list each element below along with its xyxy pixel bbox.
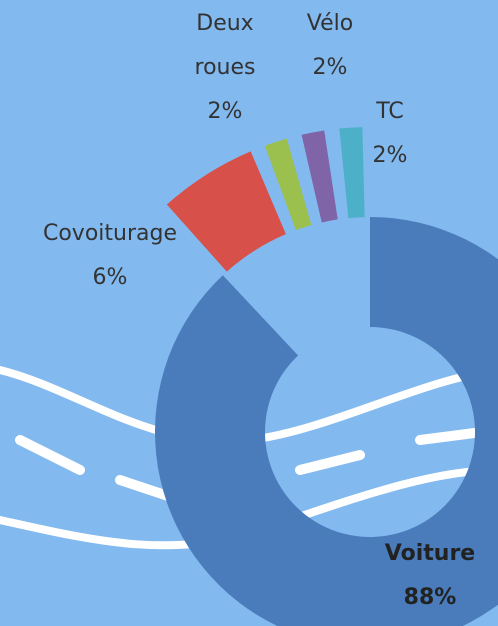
slice-label: Vélo 2% <box>307 11 353 80</box>
category-name-cont: roues <box>195 55 256 80</box>
slice <box>264 138 312 231</box>
slice-label: Deux roues 2% <box>195 11 256 124</box>
category-name: Voiture <box>385 541 475 566</box>
category-name: Vélo <box>307 11 353 36</box>
value-label: 88% <box>404 585 457 610</box>
value-label: 2% <box>373 143 408 168</box>
slice <box>155 217 498 626</box>
category-name: Covoiturage <box>43 221 177 246</box>
value-label: 2% <box>313 55 348 80</box>
slice <box>339 127 365 219</box>
slice-label: Voiture 88% <box>385 541 475 610</box>
category-name: TC <box>375 99 404 124</box>
slice-label: TC 2% <box>373 99 408 168</box>
slice-label: Covoiturage 6% <box>43 221 177 290</box>
value-label: 6% <box>93 265 128 290</box>
category-name: Deux <box>196 11 253 36</box>
slice <box>301 130 338 223</box>
slice <box>166 151 286 272</box>
value-label: 2% <box>208 99 243 124</box>
